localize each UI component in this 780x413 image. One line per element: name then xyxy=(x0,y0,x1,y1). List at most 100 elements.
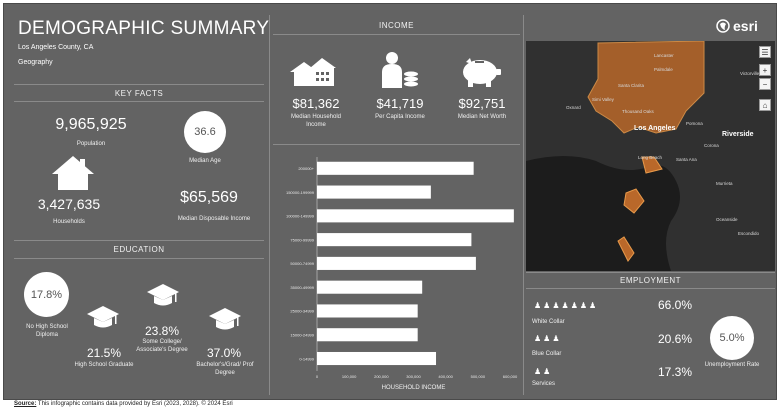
category-label-5: 35000-49999 xyxy=(290,285,314,290)
piggy-bank-icon xyxy=(458,56,502,93)
bar-7 xyxy=(317,328,418,342)
household-income-chart: 200000+ 150000-199999 100000-149999 75000-9… xyxy=(286,157,518,391)
map-label-corona: Corona xyxy=(704,143,719,148)
legend-button[interactable]: ☰ xyxy=(759,46,771,58)
divider-employment-top xyxy=(526,272,775,273)
per-capita-label: Per Capita Income xyxy=(375,114,425,120)
map-label-riverside: Riverside xyxy=(722,131,754,138)
x-tick-5: 500,000 xyxy=(471,374,486,379)
category-label-4: 50000-74999 xyxy=(290,261,314,266)
white-collar-icons: ♟♟♟♟♟♟♟ xyxy=(534,301,599,310)
net-worth-value: $92,751 xyxy=(458,96,506,111)
x-tick-1: 100,000 xyxy=(342,374,357,379)
blue-collar-value: 20.6% xyxy=(658,332,693,346)
map-label-oceanside: Oceanside xyxy=(716,217,738,222)
employment-heading: EMPLOYMENT xyxy=(619,276,681,285)
map-label-thousand-oaks: Thousand Oaks xyxy=(622,109,654,114)
bar-6 xyxy=(317,304,418,318)
no-hs-value: 17.8% xyxy=(30,288,63,301)
category-label-6: 25000-34999 xyxy=(290,309,314,314)
household-income-value: $81,362 xyxy=(292,96,340,111)
median-age-value: 36.6 xyxy=(194,126,216,138)
household-income-label: Median Household Income xyxy=(290,114,342,128)
households-value: 3,427,635 xyxy=(37,196,101,212)
esri-logo-text: esri xyxy=(733,18,758,34)
some-college-label: Some College/ Associate's Degree xyxy=(136,339,188,353)
bachelor-value: 37.0% xyxy=(206,346,242,360)
bar-0 xyxy=(317,161,474,175)
services-icons: ♟♟ xyxy=(534,367,553,376)
map-label-palmdale: Palmdale xyxy=(654,67,673,72)
map-label-pomona: Pomona xyxy=(686,121,703,126)
no-hs-label: No High School Diploma xyxy=(26,324,68,338)
unemployment-value: 5.0% xyxy=(719,332,745,344)
key-facts-heading: KEY FACTS xyxy=(114,89,164,98)
hs-value: 21.5% xyxy=(86,346,122,360)
grad-cap-icon xyxy=(86,304,120,335)
unemployment-label: Unemployment Rate xyxy=(704,362,760,368)
county-boundary xyxy=(587,41,705,134)
map-label-lancaster: Lancaster xyxy=(654,53,674,58)
bar-5 xyxy=(317,280,423,294)
hs-label: High School Graduate xyxy=(74,362,134,368)
education-heading: EDUCATION xyxy=(113,245,165,254)
divider-keyfacts-top xyxy=(14,84,264,85)
blue-collar-icons: ♟♟♟ xyxy=(534,334,562,343)
category-label-0: 200000+ xyxy=(298,166,314,171)
unemployment-circle: 5.0% xyxy=(710,316,754,360)
geography-label: Geography xyxy=(18,59,53,66)
bachelor-label: Bachelor's/Grad/ Prof Degree xyxy=(196,362,254,376)
income-heading: INCOME xyxy=(379,21,414,30)
divider-keyfacts-bottom xyxy=(14,101,264,102)
disposable-income-label: Median Disposable Income xyxy=(177,216,251,222)
some-college-value: 23.8% xyxy=(144,324,180,338)
source-text: This infographic contains data provided … xyxy=(37,401,233,407)
blue-collar-label: Blue Collar xyxy=(532,351,562,357)
bar-2 xyxy=(317,209,514,223)
location-label: Los Angeles County, CA xyxy=(18,44,94,51)
divider-income-chart xyxy=(273,144,520,145)
no-hs-circle: 17.8% xyxy=(24,272,69,317)
per-capita-value: $41,719 xyxy=(376,96,424,111)
map-label-simi-valley: Simi Valley xyxy=(592,97,614,102)
map-label-santa-ana: Santa Ana xyxy=(676,157,697,162)
disposable-income-value: $65,569 xyxy=(180,189,238,206)
bar-4 xyxy=(317,256,476,270)
house-icon xyxy=(50,154,96,197)
grad-cap-icon-2 xyxy=(146,282,180,313)
map-label-los-angeles: Los Angeles xyxy=(634,125,676,132)
county-map[interactable]: Lancaster Palmdale Santa Clarita Simi Valle… xyxy=(526,41,775,271)
divider-education-bottom xyxy=(14,258,264,259)
map-label-victorville: Victorville xyxy=(740,71,760,76)
services-value: 17.3% xyxy=(658,365,693,379)
x-tick-4: 400,000 xyxy=(438,374,453,379)
population-value: 9,965,925 xyxy=(55,116,127,133)
source-label: Source: xyxy=(14,401,37,407)
map-label-long-beach: Long Beach xyxy=(638,155,663,160)
median-age-circle: 36.6 xyxy=(184,111,226,153)
services-label: Services xyxy=(532,381,556,387)
source-footer: Source: This infographic contains data p… xyxy=(14,401,233,407)
map-label-santa-clarita: Santa Clarita xyxy=(618,83,645,88)
map-label-escondido: Escondido xyxy=(738,231,760,236)
zoom-out-button[interactable]: − xyxy=(759,78,771,90)
page-title: DEMOGRAPHIC SUMMARY xyxy=(18,18,270,39)
bar-1 xyxy=(317,185,431,199)
person-coins-icon xyxy=(379,50,419,95)
map-canvas xyxy=(526,41,775,271)
category-label-7: 15000-24999 xyxy=(290,333,314,338)
zoom-in-button[interactable]: + xyxy=(759,64,771,76)
median-age-label: Median Age xyxy=(189,158,221,164)
grad-cap-icon-3 xyxy=(208,306,242,337)
x-tick-2: 200,000 xyxy=(374,374,389,379)
net-worth-label: Median Net Worth xyxy=(457,114,507,120)
x-tick-6: 600,000 xyxy=(503,374,518,379)
category-label-2: 100000-149999 xyxy=(286,214,315,219)
category-label-8: 0-14999 xyxy=(299,356,314,361)
home-button[interactable]: ⌂ xyxy=(759,99,771,111)
population-label: Population xyxy=(76,141,106,147)
white-collar-value: 66.0% xyxy=(658,298,693,312)
divider-left xyxy=(269,15,270,395)
divider-right xyxy=(523,15,524,395)
map-label-oxnard: Oxnard xyxy=(566,105,581,110)
